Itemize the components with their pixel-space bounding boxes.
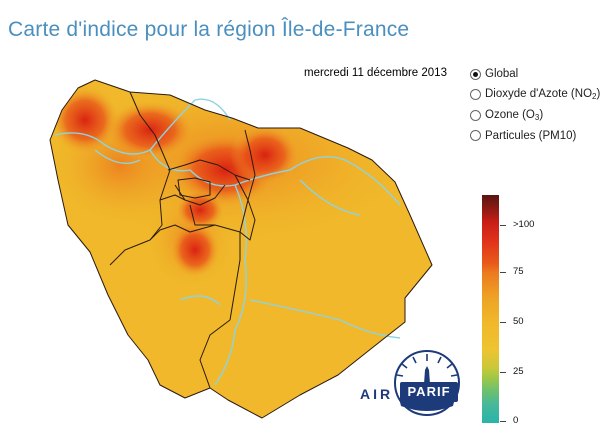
- option-no2[interactable]: Dioxyde d'Azote (NO2): [470, 85, 600, 106]
- legend-label: >100: [513, 219, 535, 230]
- option-label: Dioxyde d'Azote (NO2): [485, 88, 601, 102]
- legend-label: 50: [513, 316, 524, 327]
- pollutant-options: Global Dioxyde d'Azote (NO2) Ozone (O3) …: [470, 64, 600, 146]
- legend-tick: [500, 272, 506, 273]
- option-pm10[interactable]: Particules (PM10): [470, 126, 600, 147]
- rivers: [54, 98, 401, 386]
- page-title: Carte d'indice pour la région Île-de-Fra…: [8, 18, 410, 41]
- logo-parif-text: PARIF: [400, 382, 458, 402]
- option-global[interactable]: Global: [470, 64, 600, 85]
- legend-colorbar: [482, 195, 499, 423]
- option-ozone[interactable]: Ozone (O3): [470, 105, 600, 126]
- option-label: Global: [485, 68, 519, 81]
- radio-ozone[interactable]: [470, 109, 481, 121]
- logo-air-text: AIR: [360, 386, 394, 402]
- legend-tick: [500, 421, 506, 422]
- legend-label: 0: [513, 415, 519, 426]
- legend-tick: [500, 322, 506, 323]
- radio-pm10[interactable]: [470, 130, 481, 142]
- radio-no2[interactable]: [470, 89, 481, 101]
- legend-tick: [500, 225, 506, 226]
- legend-label: 75: [513, 266, 524, 277]
- option-label: Particules (PM10): [485, 129, 577, 142]
- department-boundaries: [49, 79, 433, 419]
- option-label: Ozone (O3): [485, 108, 544, 122]
- legend-label: 25: [513, 366, 524, 377]
- radio-global[interactable]: [470, 68, 481, 80]
- date-label: mercredi 11 décembre 2013: [304, 67, 447, 79]
- legend-tick: [500, 372, 506, 373]
